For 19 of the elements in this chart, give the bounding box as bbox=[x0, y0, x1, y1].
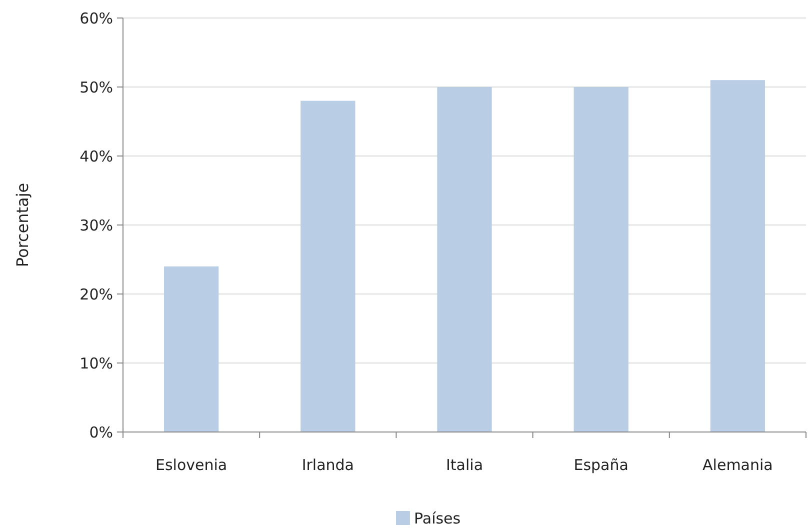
x-tick-label: Alemania bbox=[702, 456, 773, 474]
x-tick-label: Irlanda bbox=[302, 456, 354, 474]
bar bbox=[710, 80, 766, 432]
x-tick-label: Italia bbox=[446, 456, 484, 474]
bar bbox=[164, 266, 219, 432]
y-tick-label: 10% bbox=[80, 354, 113, 372]
y-tick-label: 40% bbox=[80, 147, 113, 166]
x-tick-label: Eslovenia bbox=[155, 456, 228, 474]
y-axis-title: Porcentaje bbox=[13, 182, 32, 268]
bar bbox=[437, 87, 492, 432]
y-tick-label: 30% bbox=[80, 216, 113, 234]
legend-label: Países bbox=[414, 509, 461, 528]
bar bbox=[574, 87, 628, 432]
y-tick-label: 0% bbox=[89, 423, 113, 442]
y-tick-label: 60% bbox=[80, 9, 113, 28]
y-tick-label: 20% bbox=[80, 285, 113, 304]
x-tick-label: España bbox=[574, 456, 628, 474]
y-tick-label: 50% bbox=[80, 78, 113, 96]
bar bbox=[300, 100, 356, 432]
